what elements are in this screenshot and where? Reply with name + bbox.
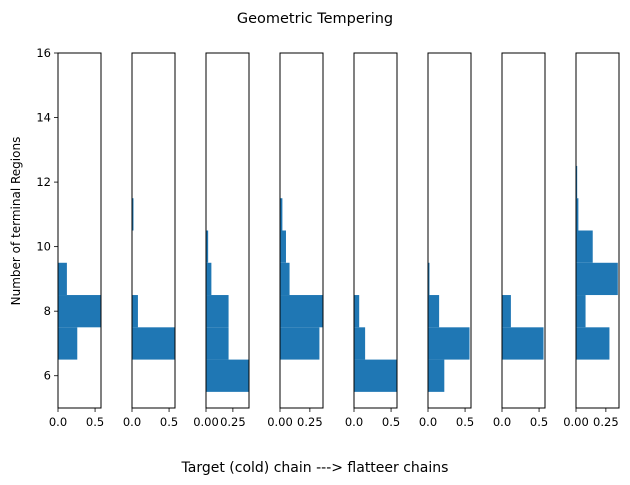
x-tick-label: 0.00 bbox=[267, 415, 293, 429]
panel-frame bbox=[427, 52, 472, 409]
y-tick-label: 10 bbox=[36, 240, 51, 254]
histogram-bar bbox=[280, 327, 320, 360]
histogram-bar bbox=[576, 230, 593, 263]
x-axis-label: Target (cold) chain ---> flatteer chains bbox=[181, 460, 449, 476]
y-tick-label: 6 bbox=[44, 369, 51, 383]
x-tick-label: 0.0 bbox=[49, 415, 67, 429]
x-tick-label: 0.0 bbox=[345, 415, 363, 429]
panel-1: 0.0 0.5 6 8 10 12 14 16 bbox=[36, 46, 104, 429]
panel-3: 0.00 0.25 bbox=[193, 52, 250, 429]
x-tick-label: 0.5 bbox=[382, 415, 400, 429]
histogram-bar bbox=[428, 359, 445, 392]
x-tick-label: 0.5 bbox=[530, 415, 548, 429]
panel-frame bbox=[279, 52, 324, 409]
panel-frame bbox=[353, 52, 398, 409]
panel-frame bbox=[575, 52, 620, 409]
y-axis-label: Number of terminal Regions bbox=[9, 137, 23, 306]
x-tick-label: 0.00 bbox=[193, 415, 219, 429]
histogram-bar bbox=[206, 359, 249, 392]
x-tick-label: 0.0 bbox=[419, 415, 437, 429]
panel-2: 0.0 0.5 bbox=[123, 52, 178, 429]
histogram-bar bbox=[576, 295, 586, 328]
histogram-bar bbox=[576, 327, 610, 360]
x-tick-label: 0.0 bbox=[123, 415, 141, 429]
histogram-bar bbox=[280, 295, 323, 328]
histogram-bar bbox=[502, 295, 511, 328]
panel-5: 0.0 0.5 bbox=[345, 52, 400, 429]
y-tick-label: 8 bbox=[44, 304, 51, 318]
histogram-bar bbox=[576, 198, 579, 231]
histogram-bar bbox=[354, 327, 366, 360]
histogram-bar bbox=[58, 295, 101, 328]
y-tick-label: 16 bbox=[36, 46, 51, 60]
histogram-bar bbox=[280, 198, 283, 231]
x-tick-label: 0.5 bbox=[160, 415, 178, 429]
x-tick-label: 0.25 bbox=[297, 415, 323, 429]
histogram-bar bbox=[576, 165, 578, 199]
figure-title: Geometric Tempering bbox=[237, 11, 393, 27]
x-tick-label: 0.25 bbox=[220, 415, 246, 429]
panel-frame bbox=[131, 52, 176, 409]
x-tick-label: 0.0 bbox=[493, 415, 511, 429]
histogram-bar bbox=[132, 295, 138, 328]
histogram-bar bbox=[280, 230, 286, 263]
histogram-bar bbox=[132, 198, 134, 231]
y-tick-label: 12 bbox=[36, 175, 51, 189]
panel-4: 0.00 0.25 bbox=[267, 52, 324, 429]
histogram-bar bbox=[354, 359, 397, 392]
histogram-bar bbox=[428, 262, 430, 296]
histogram-bar bbox=[280, 262, 290, 296]
histogram-bar bbox=[206, 327, 229, 360]
histogram-bar bbox=[58, 327, 78, 360]
histogram-bar bbox=[58, 262, 67, 296]
histogram-bar bbox=[576, 262, 618, 296]
panel-frame bbox=[501, 52, 546, 409]
histogram-bar bbox=[428, 295, 440, 328]
panel-6: 0.0 0.5 bbox=[419, 52, 474, 429]
x-tick-label: 0.5 bbox=[456, 415, 474, 429]
histogram-bar bbox=[206, 230, 209, 263]
histogram-bar bbox=[206, 262, 212, 296]
panel-frame bbox=[205, 52, 250, 409]
histogram-bar bbox=[206, 295, 229, 328]
histogram-bar bbox=[132, 327, 175, 360]
panel-frame bbox=[57, 52, 102, 409]
histogram-bar bbox=[502, 327, 544, 360]
histogram-bar bbox=[428, 327, 470, 360]
x-tick-label: 0.5 bbox=[86, 415, 104, 429]
panel-8: 0.00 0.25 bbox=[563, 52, 620, 429]
x-tick-label: 0.25 bbox=[593, 415, 619, 429]
y-tick-label: 14 bbox=[36, 111, 51, 125]
x-tick-label: 0.00 bbox=[563, 415, 589, 429]
histogram-bar bbox=[354, 295, 360, 328]
panel-7: 0.0 0.5 bbox=[493, 52, 548, 429]
